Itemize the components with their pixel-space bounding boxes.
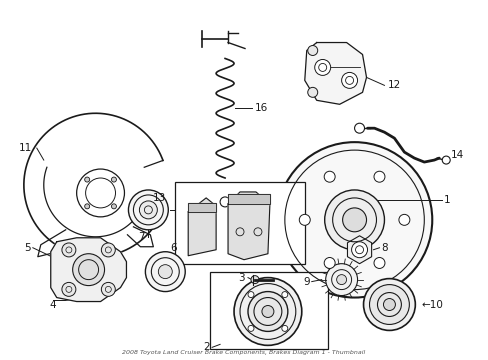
Text: 2: 2 [203,342,210,352]
Circle shape [314,59,330,75]
Circle shape [383,298,395,310]
Circle shape [234,278,301,345]
Text: 13: 13 [152,205,165,215]
Circle shape [363,279,414,330]
Circle shape [342,208,366,232]
Polygon shape [188,198,216,256]
Text: 5: 5 [24,243,31,253]
Text: 14: 14 [450,150,464,160]
Circle shape [281,292,287,298]
Polygon shape [188,203,216,212]
Circle shape [324,257,334,269]
Circle shape [351,242,367,258]
Text: 6: 6 [170,243,177,253]
Circle shape [101,282,115,296]
Circle shape [354,123,364,133]
Circle shape [62,282,76,296]
Circle shape [247,292,253,298]
Circle shape [84,177,89,182]
Circle shape [250,276,259,284]
Circle shape [281,325,287,332]
Circle shape [145,252,185,292]
Circle shape [324,171,334,182]
Circle shape [262,306,273,318]
Bar [175,182,304,264]
Circle shape [128,190,168,230]
Text: 11: 11 [19,143,32,153]
Text: 4: 4 [49,300,56,310]
Bar [210,272,327,349]
Circle shape [341,72,357,88]
Text: 1: 1 [443,195,450,205]
Text: 3: 3 [238,273,244,283]
Circle shape [373,257,384,269]
Circle shape [139,201,157,219]
Circle shape [307,45,317,55]
Circle shape [369,285,408,324]
Circle shape [336,275,346,285]
Circle shape [325,264,357,296]
Text: 9: 9 [303,276,309,287]
Text: 8: 8 [381,243,387,253]
Polygon shape [304,42,366,104]
Circle shape [299,214,309,225]
Circle shape [158,265,172,279]
Text: 7: 7 [138,232,145,242]
Circle shape [307,87,317,97]
Circle shape [373,171,384,182]
Text: 15: 15 [258,195,271,205]
Text: 13: 13 [152,193,165,203]
Polygon shape [51,238,126,302]
Text: 12: 12 [386,80,400,90]
Circle shape [441,156,449,164]
Circle shape [101,243,115,257]
Circle shape [247,325,253,332]
Polygon shape [347,236,371,264]
Circle shape [324,190,384,250]
Circle shape [247,292,287,332]
Text: ←10: ←10 [421,300,442,310]
Circle shape [62,243,76,257]
Circle shape [73,254,104,285]
Circle shape [111,177,116,182]
Circle shape [84,204,89,209]
Text: 2008 Toyota Land Cruiser Brake Components, Brakes Diagram 1 - Thumbnail: 2008 Toyota Land Cruiser Brake Component… [122,350,365,355]
Circle shape [398,214,409,225]
Text: 16: 16 [254,103,267,113]
Circle shape [276,142,431,298]
Polygon shape [227,194,269,204]
Polygon shape [227,192,269,260]
Circle shape [111,204,116,209]
